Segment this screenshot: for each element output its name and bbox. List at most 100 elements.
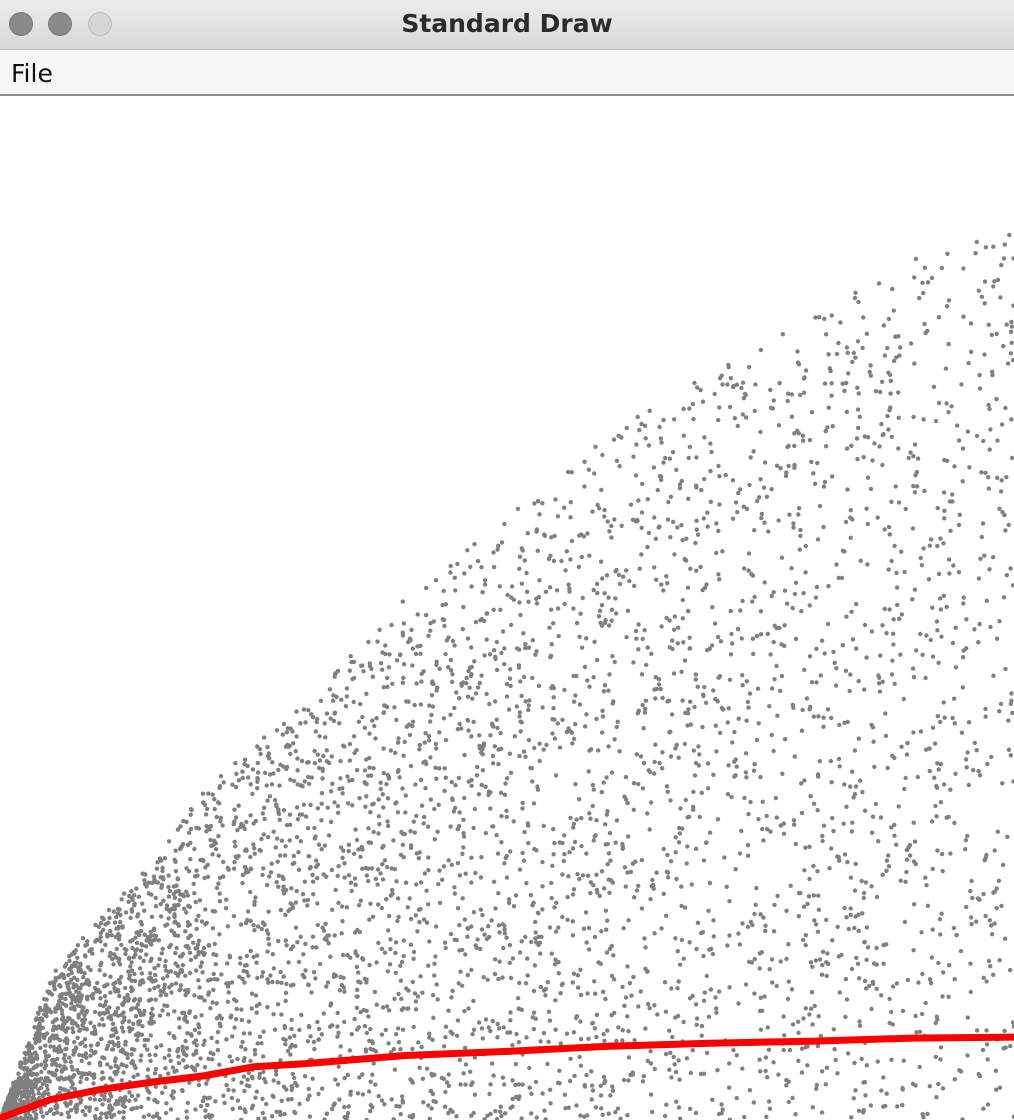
scatter-point [480, 590, 485, 595]
scatter-point [744, 506, 750, 512]
scatter-point [632, 1038, 637, 1043]
scatter-point [193, 899, 198, 905]
scatter-point [764, 813, 769, 819]
scatter-point [912, 587, 918, 592]
scatter-point [200, 857, 206, 863]
scatter-point [203, 812, 209, 817]
scatter-point [255, 770, 261, 775]
title-bar[interactable]: Standard Draw [0, 0, 1014, 50]
scatter-point [198, 964, 203, 969]
scatter-point [919, 563, 925, 568]
scatter-point [195, 942, 201, 947]
scatter-point [609, 973, 615, 979]
scatter-point [901, 1058, 906, 1063]
scatter-point [743, 982, 749, 987]
scatter-point [912, 361, 917, 366]
scatter-point [279, 980, 284, 985]
scatter-point [374, 1002, 379, 1007]
scatter-point [275, 859, 280, 864]
scatter-point [820, 833, 825, 839]
scatter-point [457, 873, 463, 878]
menu-item-file[interactable]: File [11, 59, 53, 88]
scatter-point [496, 543, 501, 548]
scatter-point [248, 948, 253, 954]
scatter-point [213, 962, 218, 967]
scatter-point [206, 992, 211, 997]
scatter-point [504, 875, 510, 880]
scatter-point [687, 444, 693, 450]
scatter-point [828, 368, 833, 374]
scatter-point [43, 1054, 49, 1059]
scatter-point [892, 833, 897, 838]
scatter-point [93, 1116, 98, 1120]
scatter-point [299, 758, 305, 764]
scatter-point [413, 651, 419, 657]
scatter-point [145, 1067, 151, 1072]
scatter-point [387, 962, 393, 967]
scatter-point [717, 577, 722, 582]
scatter-point [754, 633, 760, 639]
scatter-point [631, 807, 636, 812]
scatter-point [391, 1047, 397, 1052]
scatter-point [809, 680, 815, 685]
scatter-point [285, 726, 291, 731]
scatter-point [100, 1055, 105, 1060]
scatter-point [972, 740, 977, 746]
scatter-point [755, 498, 760, 504]
scatter-point [123, 1042, 128, 1047]
minimize-window-button[interactable] [48, 12, 72, 36]
scatter-point [141, 958, 146, 964]
scatter-point [224, 1082, 229, 1088]
scatter-point [126, 996, 131, 1002]
scatter-point [160, 1008, 165, 1013]
scatter-point [101, 1003, 106, 1009]
scatter-point [57, 998, 62, 1004]
scatter-point [817, 503, 823, 509]
scatter-point [974, 1028, 980, 1033]
scatter-point [116, 931, 121, 937]
scatter-point [408, 843, 414, 848]
scatter-point [238, 955, 243, 961]
scatter-point [746, 568, 751, 573]
scatter-point [320, 925, 325, 930]
scatter-point [370, 1072, 375, 1077]
scatter-point [448, 1107, 453, 1112]
scatter-point [243, 1109, 248, 1115]
scatter-point [188, 933, 193, 938]
scatter-point [275, 836, 280, 841]
scatter-point [745, 853, 751, 858]
scatter-point [171, 884, 176, 889]
scatter-point [198, 1103, 204, 1109]
scatter-point [203, 1114, 208, 1120]
scatter-point [158, 988, 163, 994]
scatter-point [558, 1041, 563, 1046]
scatter-point [938, 1057, 943, 1062]
scatter-point [791, 822, 797, 827]
scatter-point [137, 932, 142, 938]
scatter-point [663, 1051, 669, 1057]
scatter-point [261, 1029, 266, 1034]
scatter-point [471, 1027, 477, 1032]
scatter-point [40, 1114, 46, 1119]
scatter-point [417, 1065, 422, 1070]
scatter-point [44, 1014, 49, 1019]
scatter-point [935, 543, 940, 549]
scatter-point [469, 645, 474, 650]
scatter-point [520, 800, 525, 806]
scatter-point [269, 861, 274, 866]
scatter-point [244, 963, 249, 968]
scatter-point [517, 714, 522, 719]
scatter-point [783, 473, 789, 479]
scatter-point [116, 989, 121, 994]
scatter-point [601, 1074, 607, 1080]
scatter-point [283, 1037, 288, 1043]
scatter-point [46, 1070, 52, 1075]
scatter-point [512, 734, 517, 739]
scatter-point [166, 884, 171, 890]
close-window-button[interactable] [9, 12, 33, 36]
zoom-window-button[interactable] [88, 12, 112, 36]
scatter-point [968, 989, 973, 995]
scatter-point [412, 702, 417, 708]
scatter-point [364, 977, 369, 982]
scatter-point [675, 986, 680, 991]
